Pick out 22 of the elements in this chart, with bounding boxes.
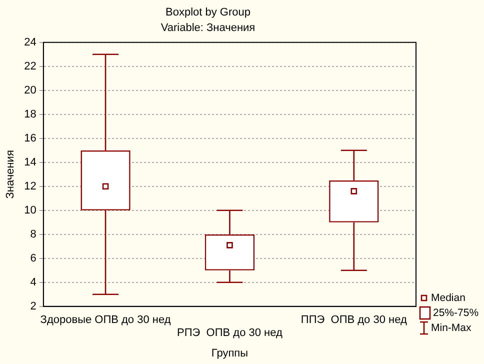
text: 25%-75% xyxy=(433,306,479,320)
x-tick-label: ППЭ ОПВ до 30 нед xyxy=(300,314,408,326)
y-axis-title: Значения xyxy=(4,150,17,199)
y-tick-label: 12 xyxy=(24,180,36,192)
y-tick-label: 18 xyxy=(24,108,36,120)
y-tick-label: 8 xyxy=(30,228,36,240)
y-tick-label: 6 xyxy=(30,252,36,264)
x-tick-label: РПЭ ОПВ до 30 нед xyxy=(177,327,283,340)
y-tick-label: 22 xyxy=(24,60,36,72)
chart-title: Boxplot by Group xyxy=(166,6,250,19)
y-tick-label: 14 xyxy=(24,156,36,168)
y-tick-label: 20 xyxy=(24,84,36,96)
y-tick-label: 4 xyxy=(30,276,36,288)
y-tick-label: 10 xyxy=(24,204,36,216)
y-tick-label: 2 xyxy=(30,300,36,312)
chart-subtitle: Variable: Значения xyxy=(160,22,256,34)
text: Min-Max xyxy=(431,320,472,334)
x-tick-label: Здоровые ОПВ до 30 нед xyxy=(40,314,172,326)
y-tick-label: 24 xyxy=(24,36,36,48)
x-axis-title: Группы xyxy=(211,347,248,360)
text: Median xyxy=(431,290,466,304)
y-tick-label: 16 xyxy=(24,132,36,144)
